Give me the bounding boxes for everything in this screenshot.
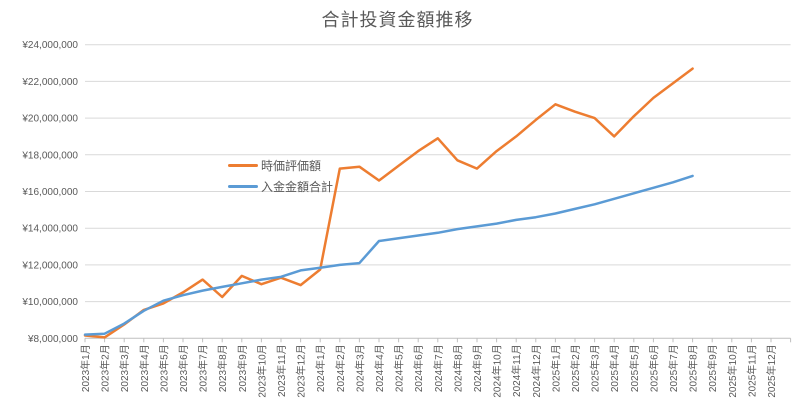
- y-axis-tick-label: ¥14,000,000: [21, 224, 78, 235]
- x-axis-tick-label: 2024年10月: [491, 344, 504, 397]
- x-axis-tick-label: 2024年8月: [451, 344, 464, 392]
- legend-label-total-deposits: 入金金額合計: [261, 180, 334, 194]
- x-axis-tick-label: 2025年6月: [647, 344, 660, 392]
- x-axis-tick-label: 2025年11月: [745, 344, 758, 397]
- x-axis-tick-label: 2025年9月: [706, 344, 719, 392]
- legend-label-market-value: 時価評価額: [261, 159, 322, 173]
- x-axis-tick-label: 2023年5月: [157, 344, 170, 392]
- x-axis-tick-label: 2023年4月: [138, 344, 151, 392]
- x-axis-tick-label: 2023年11月: [275, 344, 288, 397]
- x-axis-tick-label: 2024年6月: [412, 344, 425, 392]
- x-axis-tick-label: 2023年12月: [295, 344, 308, 397]
- chart-legend: 時価評価額 入金金額合計: [228, 157, 333, 195]
- x-axis-tick-label: 2025年3月: [589, 344, 602, 392]
- x-axis-tick-label: 2023年6月: [177, 344, 190, 392]
- y-axis-tick-label: ¥24,000,000: [21, 40, 78, 51]
- x-axis-tick-label: 2023年8月: [216, 344, 229, 392]
- legend-item-total-deposits[interactable]: 入金金額合計: [228, 178, 333, 195]
- legend-item-market-value[interactable]: 時価評価額: [228, 157, 333, 174]
- x-axis-tick-label: 2023年2月: [99, 344, 112, 392]
- x-axis-tick-label: 2024年12月: [530, 344, 543, 397]
- legend-line-sample-total-deposits: [228, 185, 258, 188]
- x-axis-tick-label: 2023年3月: [118, 344, 131, 392]
- chart-title: 合計投資金額推移: [321, 10, 474, 30]
- x-axis-tick-label: 2025年1月: [549, 344, 562, 392]
- x-axis-tick-label: 2025年12月: [765, 344, 778, 397]
- x-axis-tick-label: 2025年2月: [569, 344, 582, 392]
- x-axis-tick-label: 2024年1月: [314, 344, 327, 392]
- series-line-market-value[interactable]: [83, 67, 694, 339]
- x-axis-tick-label: 2025年10月: [726, 344, 739, 397]
- x-axis-tick-label: 2024年2月: [334, 344, 347, 392]
- x-axis-tick-label: 2024年5月: [393, 344, 406, 392]
- x-axis-tick-label: 2023年7月: [197, 344, 210, 392]
- x-axis-tick-label: 2023年10月: [255, 344, 268, 397]
- y-axis-tick-label: ¥22,000,000: [21, 77, 78, 88]
- x-axis-tick-label: 2023年1月: [79, 344, 92, 392]
- y-axis-tick-label: ¥10,000,000: [21, 297, 78, 308]
- x-axis-tick-label: 2024年4月: [373, 344, 386, 392]
- y-axis-tick-label: ¥16,000,000: [21, 187, 78, 198]
- x-axis-tick-label: 2024年3月: [353, 344, 366, 392]
- x-axis-tick-label: 2024年9月: [471, 344, 484, 392]
- x-axis-tick-label: 2024年11月: [510, 344, 523, 397]
- x-axis-tick-label: 2023年9月: [236, 344, 249, 392]
- x-axis-tick-label: 2024年7月: [432, 344, 445, 392]
- y-axis-tick-label: ¥8,000,000: [27, 334, 78, 345]
- x-axis-tick-label: 2025年5月: [628, 344, 641, 392]
- y-axis-tick-label: ¥18,000,000: [21, 150, 78, 161]
- x-axis-tick-label: 2025年8月: [687, 344, 700, 392]
- y-axis-tick-label: ¥12,000,000: [21, 260, 78, 271]
- legend-line-sample-market-value: [228, 164, 258, 167]
- series-line-total-deposits[interactable]: [83, 174, 694, 336]
- y-axis-tick-label: ¥20,000,000: [21, 114, 78, 125]
- x-axis-tick-label: 2025年7月: [667, 344, 680, 392]
- x-axis-tick-label: 2025年4月: [608, 344, 621, 392]
